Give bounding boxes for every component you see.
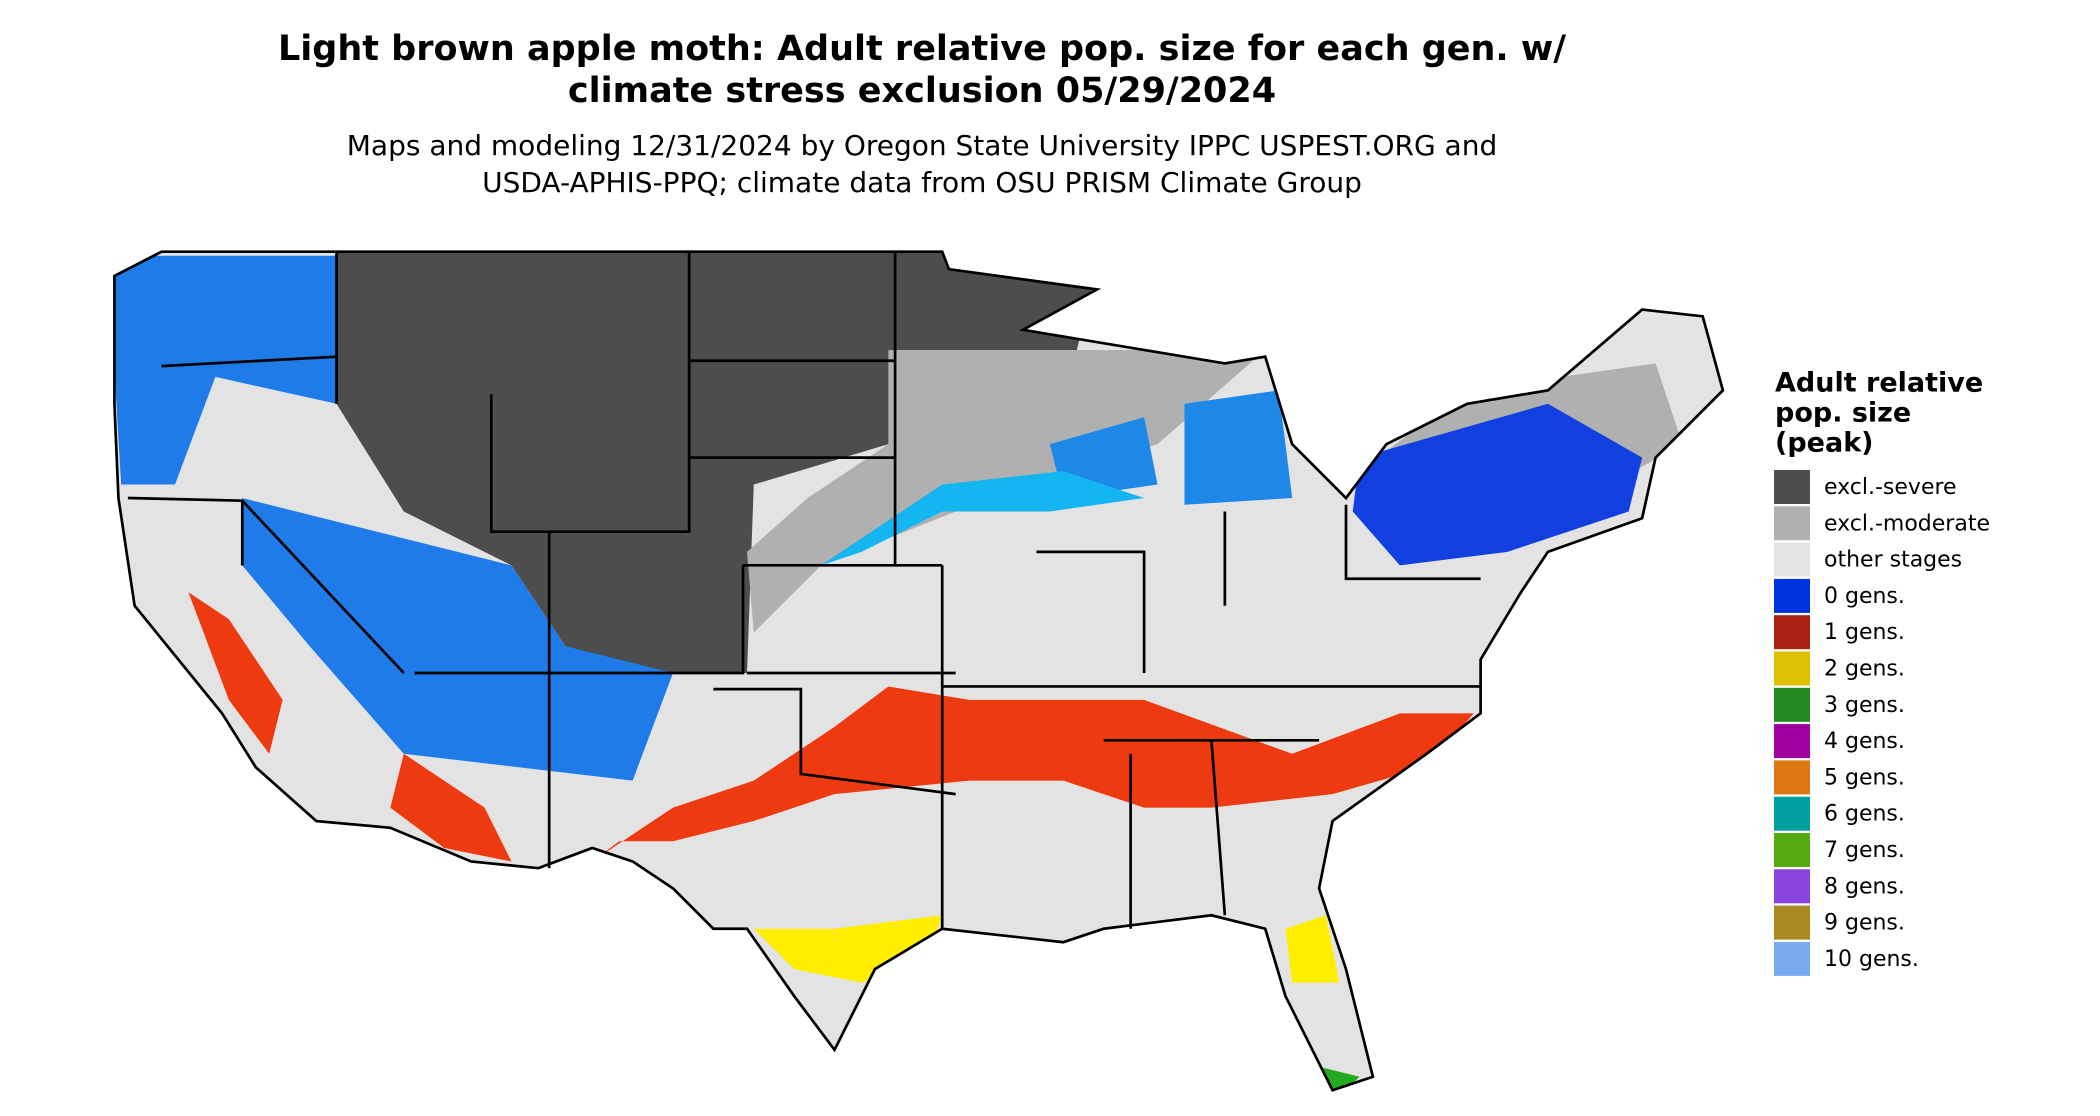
legend-label: 3 gens. <box>1824 693 1905 718</box>
zero-gens-area <box>1049 390 1293 505</box>
legend-label: 5 gens. <box>1824 765 1905 790</box>
legend-label: 8 gens. <box>1824 874 1905 899</box>
legend-label: 1 gens. <box>1824 620 1905 645</box>
legend-label: 6 gens. <box>1824 802 1905 827</box>
subtitle: Maps and modeling 12/31/2024 by Oregon S… <box>347 129 1498 162</box>
legend-label: 4 gens. <box>1824 729 1905 754</box>
map-fill <box>114 251 1723 1091</box>
zero-gens-area <box>114 255 337 485</box>
one-gens-area <box>592 686 1474 862</box>
zero-gens-area <box>1352 403 1643 566</box>
state-line <box>127 251 1481 929</box>
state-borders <box>113 250 1725 1092</box>
legend-label: 7 gens. <box>1824 838 1905 863</box>
legend-swatch <box>1774 760 1810 795</box>
legend-title: pop. size <box>1775 398 1911 429</box>
legend-label: excl.-moderate <box>1824 511 1990 536</box>
legend-swatch <box>1774 687 1810 722</box>
subtitle: USDA-APHIS-PPQ; climate data from OSU PR… <box>482 166 1362 199</box>
legend-swatch <box>1774 615 1810 650</box>
legend-label: excl.-severe <box>1824 475 1957 500</box>
legend-label: 0 gens. <box>1824 584 1905 609</box>
legend-title: Adult relative <box>1775 368 1983 399</box>
legend-label: other stages <box>1824 548 1962 573</box>
title: climate stress exclusion 05/29/2024 <box>568 71 1276 111</box>
legend-swatch <box>1774 506 1810 541</box>
legend-swatch <box>1774 941 1810 976</box>
legend-swatch <box>1774 905 1810 940</box>
legend-swatch <box>1774 470 1810 504</box>
legend-swatch <box>1774 542 1810 577</box>
zero-gens-area <box>821 471 1145 566</box>
legend-swatch <box>1774 651 1810 686</box>
legend-swatch <box>1774 833 1810 867</box>
us-map <box>113 250 1725 1092</box>
legend-label: 2 gens. <box>1824 657 1905 682</box>
one-gens-area <box>188 592 512 862</box>
us-outline <box>113 250 1725 1092</box>
zero-gens-area <box>242 498 673 781</box>
legend-swatch <box>1774 869 1810 904</box>
legend-label: 9 gens. <box>1824 911 1905 936</box>
legend-swatch <box>1774 578 1810 613</box>
legend-label: 10 gens. <box>1824 947 1919 972</box>
title: Light brown apple moth: Adult relative p… <box>278 29 1566 69</box>
legend-swatch <box>1774 796 1810 831</box>
legend-title: (peak) <box>1775 428 1874 459</box>
legend-swatch <box>1774 724 1810 759</box>
